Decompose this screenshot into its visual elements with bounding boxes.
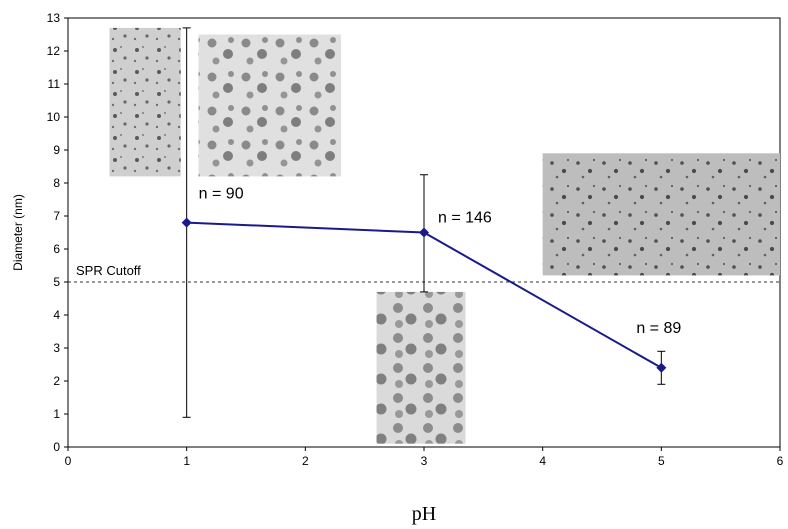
data-point — [419, 227, 429, 238]
y-tick-label: 1 — [53, 407, 60, 421]
y-axis-label: Diameter (nm) — [11, 194, 25, 271]
tem-image-small-left — [109, 27, 181, 177]
y-tick-label: 13 — [47, 11, 61, 25]
annotation-n: n = 146 — [438, 210, 492, 227]
x-axis-label: pH — [412, 503, 436, 525]
series — [181, 27, 667, 418]
x-tick-label: 6 — [777, 454, 784, 468]
data-point — [656, 362, 667, 373]
annotations: n = 90 n = 146 n = 89 — [199, 186, 682, 337]
tem-image-ph5 — [542, 153, 780, 276]
x-tick-label: 2 — [302, 454, 309, 468]
spr-cutoff-label: SPR Cutoff — [76, 263, 141, 278]
x-tick-label: 1 — [183, 454, 190, 468]
tem-images — [109, 27, 780, 444]
y-tick-label: 10 — [47, 110, 61, 124]
y-tick-label: 12 — [47, 44, 61, 58]
y-tick-label: 11 — [48, 77, 61, 91]
y-tick-label: 3 — [53, 341, 60, 355]
y-tick-label: 2 — [53, 374, 60, 388]
y-tick-label: 7 — [53, 209, 60, 223]
x-tick-label: 4 — [539, 454, 546, 468]
y-tick-label: 5 — [53, 275, 60, 289]
annotation-n: n = 90 — [199, 186, 244, 203]
annotation-n: n = 89 — [636, 320, 681, 337]
y-tick-label: 4 — [53, 308, 60, 322]
y-tick-label: 6 — [53, 242, 60, 256]
x-tick-label: 3 — [421, 454, 428, 468]
tem-image-ph3 — [376, 291, 466, 444]
x-tick-label: 5 — [658, 454, 665, 468]
tem-image-ph1 — [198, 34, 341, 177]
y-tick-label: 0 — [53, 440, 60, 454]
x-tick-label: 0 — [65, 454, 72, 468]
y-tick-label: 8 — [53, 176, 60, 190]
data-point — [181, 217, 192, 228]
y-tick-label: 9 — [53, 143, 60, 157]
